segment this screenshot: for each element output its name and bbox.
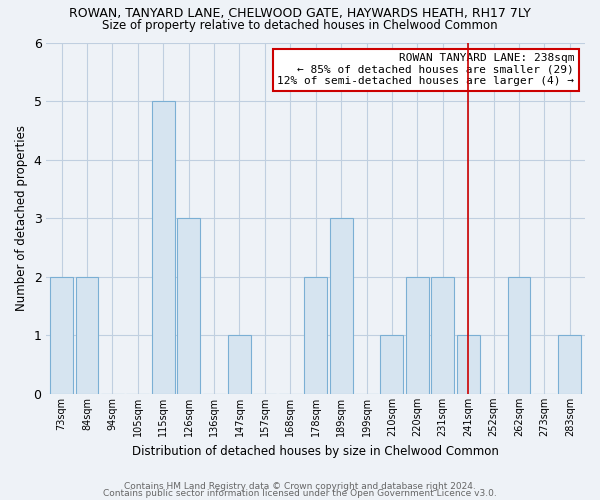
Bar <box>329 218 353 394</box>
Text: Size of property relative to detached houses in Chelwood Common: Size of property relative to detached ho… <box>102 19 498 32</box>
Bar <box>508 277 530 394</box>
Text: ROWAN TANYARD LANE: 238sqm
← 85% of detached houses are smaller (29)
12% of semi: ROWAN TANYARD LANE: 238sqm ← 85% of deta… <box>277 53 574 86</box>
Bar <box>304 277 327 394</box>
X-axis label: Distribution of detached houses by size in Chelwood Common: Distribution of detached houses by size … <box>132 444 499 458</box>
Text: Contains public sector information licensed under the Open Government Licence v3: Contains public sector information licen… <box>103 490 497 498</box>
Text: Contains HM Land Registry data © Crown copyright and database right 2024.: Contains HM Land Registry data © Crown c… <box>124 482 476 491</box>
Bar <box>559 336 581 394</box>
Bar <box>406 277 429 394</box>
Bar <box>50 277 73 394</box>
Bar <box>431 277 454 394</box>
Bar <box>457 336 479 394</box>
Y-axis label: Number of detached properties: Number of detached properties <box>15 125 28 311</box>
Text: ROWAN, TANYARD LANE, CHELWOOD GATE, HAYWARDS HEATH, RH17 7LY: ROWAN, TANYARD LANE, CHELWOOD GATE, HAYW… <box>69 8 531 20</box>
Bar <box>152 101 175 394</box>
Bar <box>177 218 200 394</box>
Bar <box>380 336 403 394</box>
Bar <box>228 336 251 394</box>
Bar <box>76 277 98 394</box>
